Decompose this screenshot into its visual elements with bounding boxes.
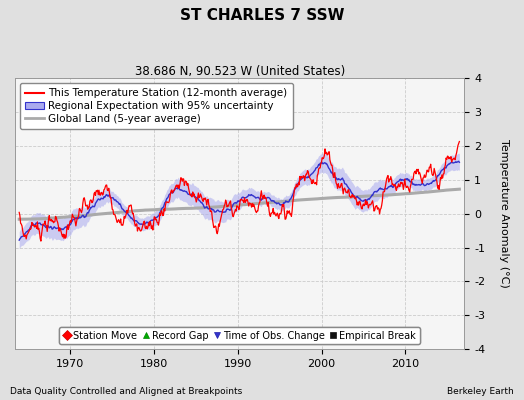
Text: Berkeley Earth: Berkeley Earth (447, 387, 514, 396)
Text: ST CHARLES 7 SSW: ST CHARLES 7 SSW (180, 8, 344, 23)
Text: Data Quality Controlled and Aligned at Breakpoints: Data Quality Controlled and Aligned at B… (10, 387, 243, 396)
Legend: Station Move, Record Gap, Time of Obs. Change, Empirical Break: Station Move, Record Gap, Time of Obs. C… (59, 327, 420, 344)
Y-axis label: Temperature Anomaly (°C): Temperature Anomaly (°C) (499, 139, 509, 288)
Title: 38.686 N, 90.523 W (United States): 38.686 N, 90.523 W (United States) (135, 65, 345, 78)
